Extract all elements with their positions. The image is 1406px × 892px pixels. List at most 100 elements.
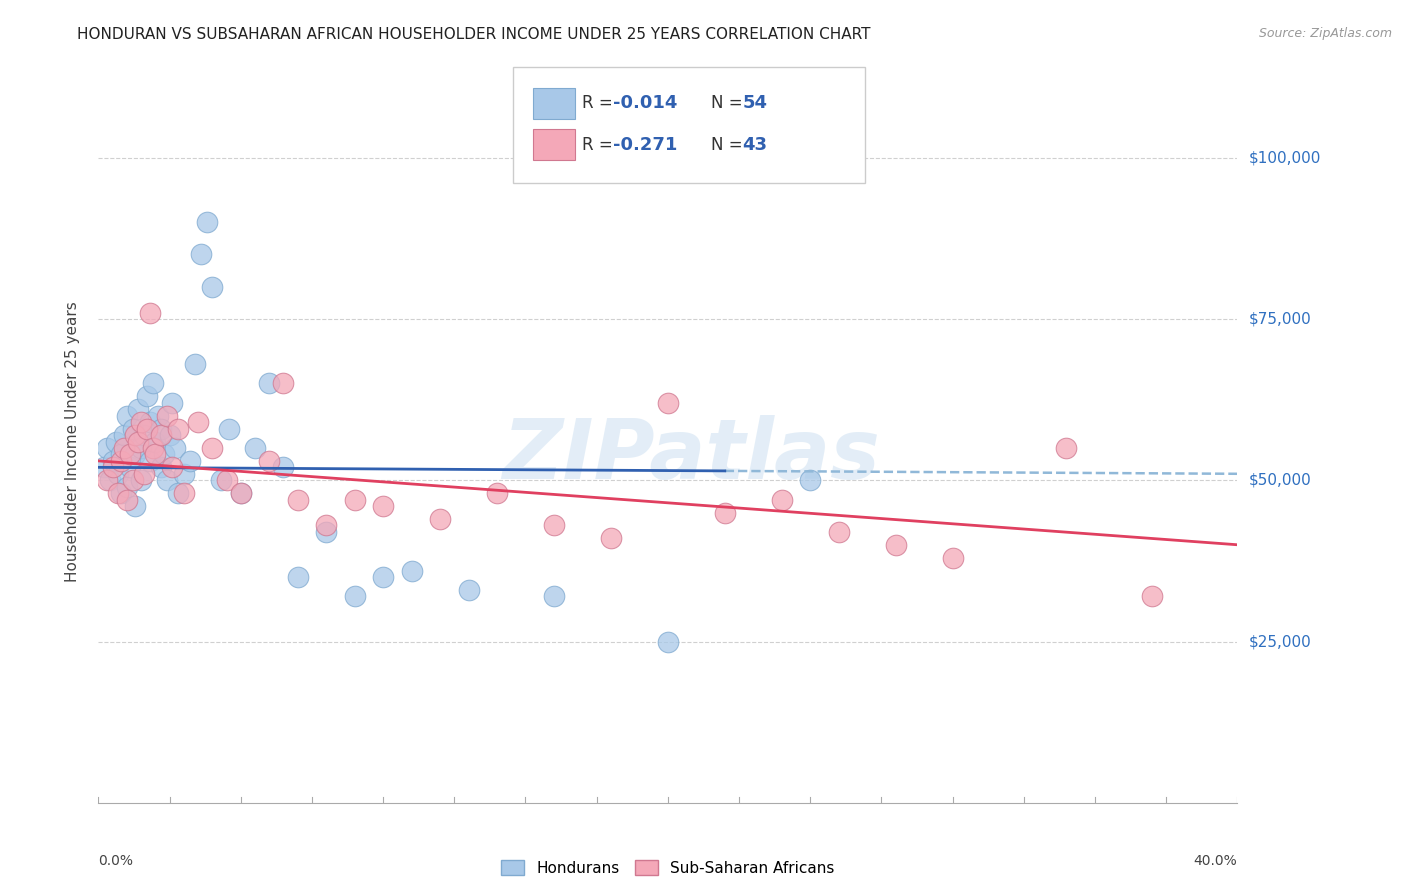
Point — [173, 467, 195, 481]
Point — [112, 441, 135, 455]
Point — [215, 473, 238, 487]
Point — [218, 422, 240, 436]
Point — [401, 564, 423, 578]
Point — [486, 486, 509, 500]
Point — [429, 512, 451, 526]
Text: $25,000: $25,000 — [1249, 634, 1312, 649]
Point — [129, 415, 152, 429]
Point — [101, 460, 124, 475]
Legend: Hondurans, Sub-Saharan Africans: Hondurans, Sub-Saharan Africans — [495, 854, 841, 882]
Text: $50,000: $50,000 — [1249, 473, 1312, 488]
Point — [93, 460, 115, 475]
Point — [96, 473, 118, 487]
Point — [112, 428, 135, 442]
Point — [132, 467, 155, 481]
Point — [138, 454, 160, 468]
Point — [110, 486, 132, 500]
Text: HONDURAN VS SUBSAHARAN AFRICAN HOUSEHOLDER INCOME UNDER 25 YEARS CORRELATION CHA: HONDURAN VS SUBSAHARAN AFRICAN HOUSEHOLD… — [77, 27, 870, 42]
Point — [150, 428, 173, 442]
Point — [373, 570, 395, 584]
Text: 43: 43 — [742, 136, 768, 153]
Text: 0.0%: 0.0% — [98, 855, 134, 869]
Point — [714, 506, 737, 520]
Point — [107, 467, 129, 481]
Point — [209, 473, 232, 487]
Point — [190, 247, 212, 261]
Point — [135, 422, 157, 436]
Point — [770, 492, 793, 507]
Point — [141, 376, 163, 391]
Point — [98, 473, 121, 487]
Point — [124, 499, 146, 513]
Point — [273, 460, 295, 475]
Point — [1056, 441, 1078, 455]
Point — [942, 550, 965, 565]
Point — [153, 447, 176, 461]
Text: N =: N = — [711, 136, 748, 153]
Text: R =: R = — [582, 136, 619, 153]
Point — [104, 434, 127, 449]
Point — [201, 279, 224, 293]
Y-axis label: Householder Income Under 25 years: Householder Income Under 25 years — [65, 301, 80, 582]
Point — [121, 422, 143, 436]
Point — [259, 454, 281, 468]
Point — [273, 376, 295, 391]
Text: ZIPatlas: ZIPatlas — [502, 416, 880, 497]
Point — [156, 473, 179, 487]
Point — [165, 441, 187, 455]
Point — [138, 415, 160, 429]
Point — [150, 460, 173, 475]
Point — [110, 447, 132, 461]
Point — [110, 454, 132, 468]
Point — [799, 473, 821, 487]
Point — [132, 428, 155, 442]
Point — [315, 524, 337, 539]
Point — [167, 486, 190, 500]
Point — [124, 447, 146, 461]
Point — [229, 486, 252, 500]
Text: 54: 54 — [742, 95, 768, 112]
Text: $75,000: $75,000 — [1249, 311, 1312, 326]
Point — [201, 441, 224, 455]
Point — [543, 590, 565, 604]
Point — [129, 473, 152, 487]
Point — [884, 538, 907, 552]
Text: -0.014: -0.014 — [613, 95, 678, 112]
Point — [162, 460, 184, 475]
Text: -0.271: -0.271 — [613, 136, 678, 153]
Point — [173, 486, 195, 500]
Point — [828, 524, 851, 539]
Point — [343, 590, 366, 604]
Point — [343, 492, 366, 507]
Point — [315, 518, 337, 533]
Point — [287, 492, 309, 507]
Point — [141, 441, 163, 455]
Point — [127, 402, 149, 417]
Point — [259, 376, 281, 391]
Point — [600, 531, 623, 545]
Point — [162, 396, 184, 410]
Point — [115, 492, 138, 507]
Point — [118, 447, 141, 461]
Text: Source: ZipAtlas.com: Source: ZipAtlas.com — [1258, 27, 1392, 40]
Point — [179, 454, 201, 468]
Point — [243, 441, 266, 455]
Point — [129, 441, 152, 455]
Point — [115, 409, 138, 423]
Point — [457, 582, 479, 597]
Point — [287, 570, 309, 584]
Point — [124, 428, 146, 442]
Point — [121, 473, 143, 487]
Point — [543, 518, 565, 533]
Point — [150, 422, 173, 436]
Point — [138, 305, 160, 319]
Point — [657, 634, 679, 648]
Point — [195, 215, 218, 229]
Point — [167, 422, 190, 436]
Point — [101, 454, 124, 468]
Text: R =: R = — [582, 95, 619, 112]
Point — [159, 428, 181, 442]
Point — [229, 486, 252, 500]
Point — [118, 460, 141, 475]
Point — [184, 357, 207, 371]
